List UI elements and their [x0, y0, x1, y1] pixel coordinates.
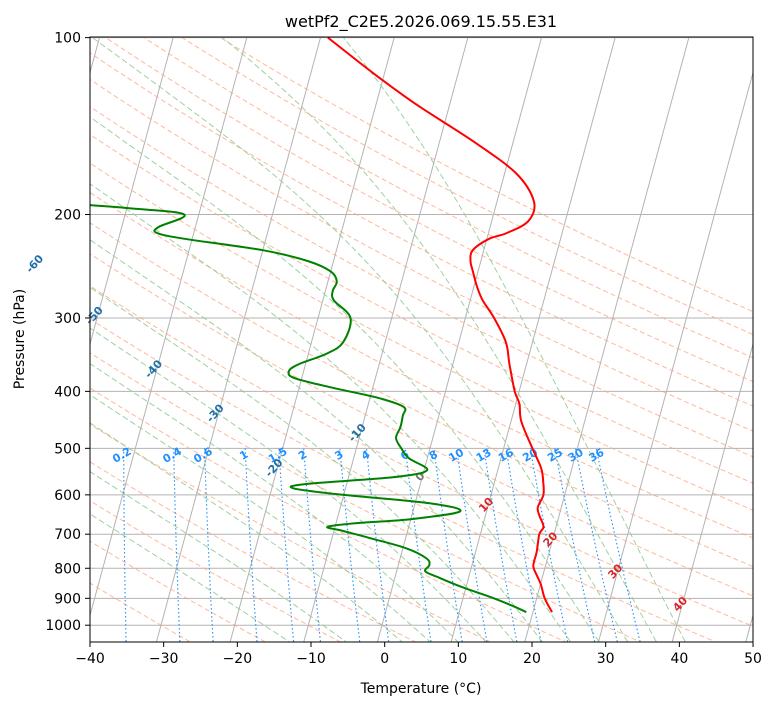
x-tick-label: 30 [597, 651, 615, 667]
x-tick-label: −20 [223, 651, 253, 667]
mixing-ratio-line [483, 448, 518, 642]
mixing-ratio-line [339, 448, 361, 642]
isotherm-line [597, 70, 753, 642]
dry-adiabat [90, 540, 267, 642]
mixing-ratio-line [173, 448, 181, 642]
x-tick-label: −30 [149, 651, 179, 667]
temperature-trace [327, 37, 553, 613]
x-tick-label: 40 [670, 651, 688, 667]
y-tick-label: 500 [54, 441, 81, 457]
y-tick-label: 200 [54, 208, 81, 224]
moist-adiabat [90, 513, 291, 642]
dry-adiabat [90, 285, 753, 627]
axes: −40 −30 −20 −10 0 10 20 30 40 50 100 200 300 400 500 60… [45, 31, 762, 667]
chart-title: wetPf2_C2E5.2026.069.15.55.E31 [285, 12, 557, 32]
isotherm-line [229, 37, 395, 642]
moist-adiabat [222, 37, 658, 642]
moist-adiabat [90, 363, 459, 642]
mixing-ratio-line [123, 448, 127, 642]
x-tick-label: 10 [449, 651, 467, 667]
mixing-ratio-line [505, 448, 542, 642]
dry-adiabat [90, 222, 753, 568]
reference-lines [90, 37, 753, 642]
isotherm-line [450, 37, 616, 642]
moist-adiabat [90, 327, 487, 642]
y-axis-label: Pressure (hPa) [12, 289, 28, 389]
isotherm-line [524, 37, 690, 642]
mixing-ratio-line [554, 448, 596, 642]
moist-adiabat [90, 183, 572, 642]
plot-frame [89, 36, 754, 643]
x-tick-label: −10 [296, 651, 326, 667]
sounding-traces [90, 37, 553, 614]
x-tick-label: 0 [380, 651, 389, 667]
y-tick-label: 600 [54, 488, 81, 504]
isotherm-line [90, 37, 248, 618]
moist-adiabat [92, 37, 629, 642]
dry-adiabat [90, 461, 417, 642]
mixing-ratio-line [595, 448, 641, 642]
mixing-ratio-line [303, 448, 322, 642]
x-tick-label: 20 [523, 651, 541, 667]
moist-adiabat [90, 422, 403, 642]
isotherm-line [90, 37, 174, 346]
mixing-ratio-line [529, 448, 569, 642]
mixing-ratio-line [574, 448, 618, 642]
y-tick-label: 100 [54, 31, 81, 47]
y-tick-label: 700 [54, 527, 81, 543]
y-tick-label: 900 [54, 591, 81, 607]
dry-adiabat [90, 191, 753, 539]
mixing-ratio-line [203, 448, 214, 642]
dewpoint-trace [90, 204, 527, 614]
mixing-ratio-line [365, 448, 390, 642]
x-tick-label: 50 [744, 651, 762, 667]
dry-adiabat [90, 253, 753, 597]
x-axis-label: Temperature (°C) [360, 681, 482, 697]
isotherm-line [303, 37, 469, 642]
moist-adiabat [343, 37, 686, 642]
moist-adiabat [90, 286, 515, 642]
dry-adiabat [90, 500, 342, 642]
y-tick-label: 800 [54, 561, 81, 577]
dry-adiabat [90, 387, 567, 642]
mixing-ratio-line [244, 448, 258, 642]
mixing-ratio-line [433, 448, 463, 642]
isotherm-line [155, 37, 322, 642]
y-tick-label: 400 [54, 384, 81, 400]
isotherm-line [376, 37, 543, 642]
dry-adiabat [90, 318, 718, 642]
mixing-ratio-line [456, 448, 488, 642]
mixing-ratio-line [278, 448, 295, 642]
mixing-ratio-line [404, 448, 432, 642]
moist-adiabat [90, 116, 600, 642]
x-tick-label: −40 [75, 651, 105, 667]
y-tick-label: 300 [54, 311, 81, 327]
dry-adiabat [90, 423, 492, 642]
moist-adiabat [90, 239, 543, 642]
y-tick-label: 1000 [45, 618, 81, 634]
